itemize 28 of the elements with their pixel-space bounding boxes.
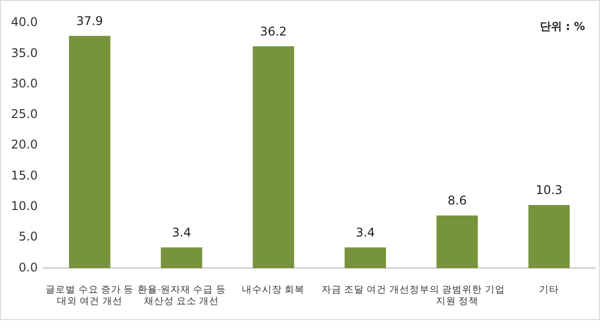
x-tick-label: 기타 — [539, 284, 560, 296]
y-tick-label: 20.0 — [11, 138, 38, 152]
bar — [68, 36, 110, 268]
x-tick-label: 환율·원자재 수급 등 채산성 요소 개선 — [137, 284, 226, 307]
data-label: 37.9 — [76, 14, 104, 28]
bar — [344, 247, 386, 268]
data-label: 8.6 — [448, 194, 467, 208]
y-tick-label: 5.0 — [18, 230, 38, 244]
annotation: 단위 : % — [540, 19, 585, 34]
data-label: 3.4 — [172, 225, 192, 240]
data-label: 36.2 — [260, 24, 287, 38]
y-tick-label: 30.0 — [11, 76, 38, 90]
x-tick-label: 정부의 광범위한 기업 지원 정책 — [410, 284, 505, 307]
x-tick-label: 자금 조달 여건 개선 — [321, 284, 410, 296]
data-label: 10.3 — [536, 183, 562, 198]
x-tick-label: 내수시장 회복 — [242, 284, 305, 296]
bar — [528, 205, 570, 268]
data-label: 3.4 — [356, 225, 375, 240]
y-tick-label: 40.0 — [11, 15, 38, 30]
y-tick-label: 25.0 — [11, 107, 38, 122]
y-tick-label: 0.0 — [18, 260, 38, 274]
bar — [160, 247, 202, 268]
bar — [436, 215, 478, 268]
x-tick-label: 글로벌 수요 증가 등 대외 여건 개선 — [46, 284, 134, 307]
y-tick-label: 10.0 — [11, 199, 38, 214]
y-tick-label: 15.0 — [11, 168, 38, 182]
y-tick-label: 35.0 — [11, 46, 38, 60]
bar — [252, 46, 294, 268]
